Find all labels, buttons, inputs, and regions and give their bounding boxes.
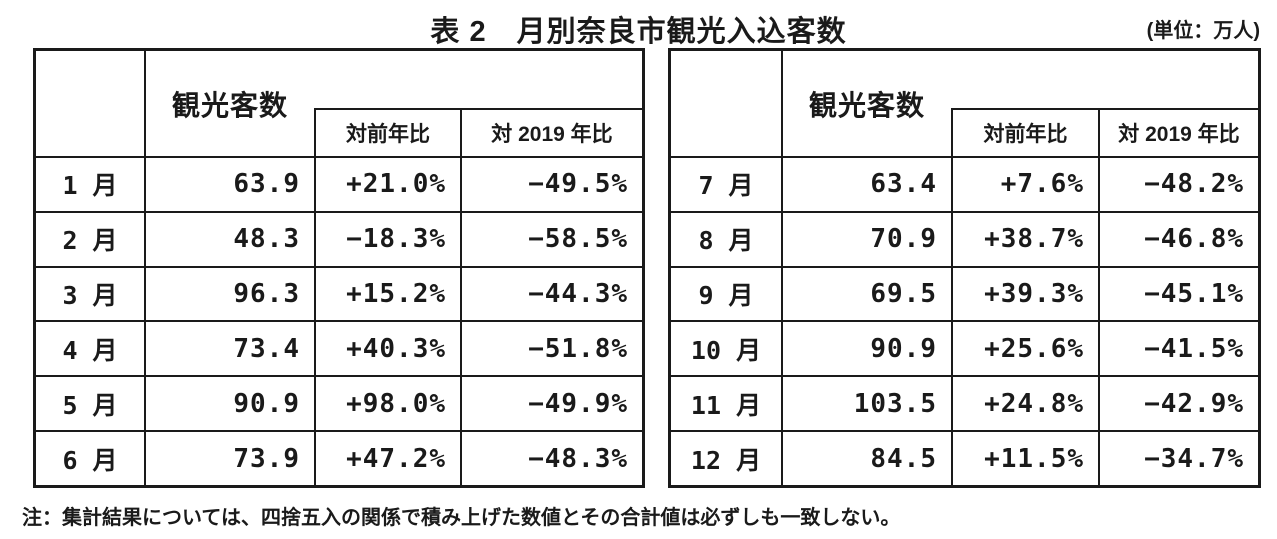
vs2019-cell: −44.3%	[460, 265, 642, 321]
vs2019-cell: −48.3%	[460, 430, 642, 485]
visitors-cell: 84.5	[781, 430, 951, 485]
visitors-cell: 73.9	[144, 430, 314, 485]
header-spacer	[314, 51, 642, 108]
month-cell: 8 月	[671, 210, 781, 266]
month-cell: 5 月	[36, 375, 144, 430]
month-cell: 4 月	[36, 320, 144, 375]
vs2019-cell: −49.5%	[460, 156, 642, 211]
tables-container: 観光客数 対前年比 対 2019 年比 1 月 63.9 +21.0% −49.…	[33, 48, 1277, 488]
visitors-header: 観光客数	[144, 51, 314, 156]
title-row: 表 2 月別奈良市観光入込客数 (単位：万人)	[0, 0, 1277, 48]
monthly-table-jan-jun: 観光客数 対前年比 対 2019 年比 1 月 63.9 +21.0% −49.…	[33, 48, 645, 488]
vs2019-cell: −45.1%	[1098, 265, 1258, 321]
yoy-cell: +47.2%	[314, 430, 460, 485]
month-cell: 10 月	[671, 320, 781, 375]
visitors-cell: 63.9	[144, 156, 314, 211]
month-cell: 6 月	[36, 430, 144, 485]
footnote: 注：集計結果については、四捨五入の関係で積み上げた数値とその合計値は必ずしも一致…	[22, 507, 901, 529]
visitors-cell: 90.9	[144, 375, 314, 431]
month-cell: 1 月	[36, 156, 144, 211]
visitors-header: 観光客数	[781, 51, 951, 156]
month-column-header	[36, 51, 144, 156]
yoy-cell: +38.7%	[951, 210, 1098, 266]
yoy-cell: +98.0%	[314, 375, 460, 431]
visitors-cell: 48.3	[144, 210, 314, 266]
table-title: 表 2 月別奈良市観光入込客数	[430, 16, 847, 48]
vs2019-cell: −34.7%	[1098, 430, 1258, 485]
month-cell: 7 月	[671, 156, 781, 211]
visitors-cell: 69.5	[781, 265, 951, 321]
visitors-cell: 63.4	[781, 156, 951, 211]
month-cell: 9 月	[671, 265, 781, 321]
yoy-cell: +40.3%	[314, 320, 460, 376]
header-spacer	[951, 51, 1258, 108]
month-cell: 2 月	[36, 210, 144, 266]
vs2019-header: 対 2019 年比	[460, 108, 642, 156]
vs2019-cell: −58.5%	[460, 210, 642, 266]
vs2019-cell: −48.2%	[1098, 156, 1258, 211]
yoy-cell: +25.6%	[951, 320, 1098, 376]
yoy-cell: +24.8%	[951, 375, 1098, 431]
vs2019-header: 対 2019 年比	[1098, 108, 1258, 156]
yoy-cell: +39.3%	[951, 265, 1098, 321]
month-cell: 12 月	[671, 430, 781, 485]
monthly-table-jul-dec: 観光客数 対前年比 対 2019 年比 7 月 63.4 +7.6% −48.2…	[668, 48, 1261, 488]
yoy-cell: +11.5%	[951, 430, 1098, 485]
month-cell: 3 月	[36, 265, 144, 321]
vs2019-cell: −51.8%	[460, 320, 642, 376]
visitors-cell: 70.9	[781, 210, 951, 266]
vs2019-cell: −42.9%	[1098, 375, 1258, 431]
unit-label: (単位：万人)	[1146, 20, 1260, 42]
vs2019-cell: −49.9%	[460, 375, 642, 431]
yoy-cell: +21.0%	[314, 156, 460, 211]
month-cell: 11 月	[671, 375, 781, 430]
visitors-cell: 96.3	[144, 265, 314, 321]
yoy-header: 対前年比	[951, 108, 1098, 156]
yoy-header: 対前年比	[314, 108, 460, 156]
visitors-cell: 90.9	[781, 320, 951, 376]
yoy-cell: −18.3%	[314, 210, 460, 266]
month-column-header	[671, 51, 781, 156]
visitors-cell: 73.4	[144, 320, 314, 376]
vs2019-cell: −41.5%	[1098, 320, 1258, 376]
vs2019-cell: −46.8%	[1098, 210, 1258, 266]
yoy-cell: +15.2%	[314, 265, 460, 321]
yoy-cell: +7.6%	[951, 156, 1098, 211]
visitors-cell: 103.5	[781, 375, 951, 431]
